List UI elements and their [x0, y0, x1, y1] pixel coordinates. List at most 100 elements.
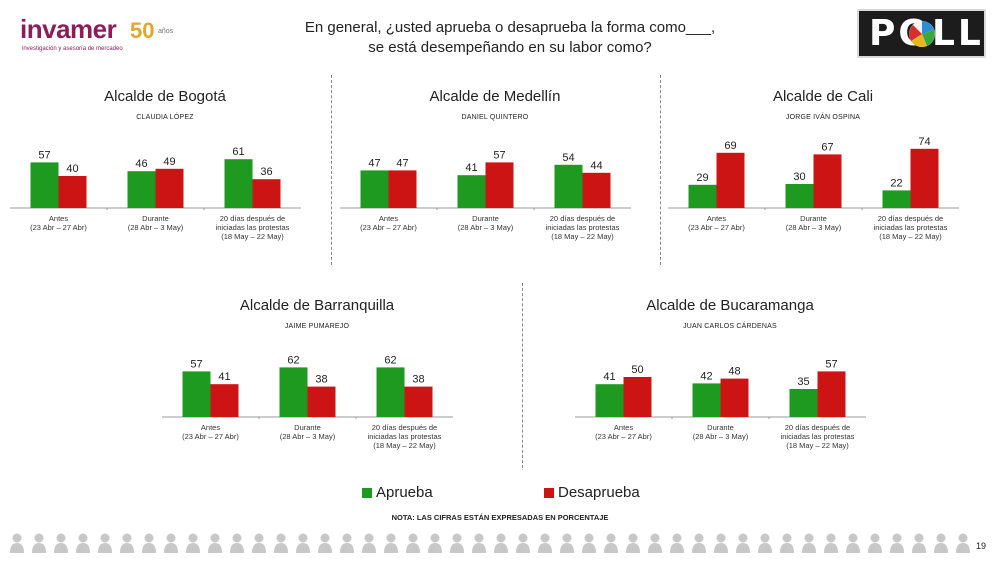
legend-swatch-aprueba	[362, 487, 372, 498]
chart-title: Alcalde de Bogotá	[104, 88, 226, 105]
bar-desaprueba	[404, 386, 433, 417]
category-label: 20 días después de iniciadas las protest…	[545, 214, 620, 241]
chart-panel-bogota: Alcalde de Bogotá CLAUDIA LÓPEZ 57 40 46 49…	[10, 88, 320, 258]
data-label: 41	[218, 371, 230, 383]
data-label: 67	[821, 141, 833, 153]
logo-anniversary-number: 50	[130, 18, 155, 43]
data-label: 62	[384, 354, 396, 366]
person-icon	[142, 533, 156, 553]
bar-aprueba	[376, 367, 405, 417]
person-icon	[560, 533, 574, 553]
bar-desaprueba	[388, 170, 417, 208]
bar-aprueba	[127, 171, 156, 208]
person-icon	[626, 533, 640, 553]
legend-item-desaprueba: Desaprueba	[544, 484, 640, 501]
bar-desaprueba	[307, 386, 336, 417]
data-label: 54	[562, 152, 574, 164]
data-label: 62	[287, 354, 299, 366]
bar-aprueba	[595, 384, 624, 417]
chart-subtitle: CLAUDIA LÓPEZ	[136, 114, 194, 121]
person-icon	[648, 533, 662, 553]
person-icon	[846, 533, 860, 553]
data-label: 29	[696, 172, 708, 184]
bar-aprueba	[182, 371, 211, 417]
chart-panel-barranquilla: Alcalde de Barranquilla JAIME PUMAREJO 5…	[162, 297, 472, 467]
data-label: 42	[700, 370, 712, 382]
bar-aprueba	[30, 162, 59, 208]
bar-aprueba	[457, 175, 486, 208]
person-icon	[912, 533, 926, 553]
legend-swatch-desaprueba	[544, 487, 554, 498]
invamer-logo: invamer 50 años investigación y asesoría…	[20, 14, 190, 54]
person-icon	[890, 533, 904, 553]
person-icon	[406, 533, 420, 553]
data-label: 35	[797, 376, 809, 388]
data-label: 50	[631, 364, 643, 376]
person-icon	[230, 533, 244, 553]
chart-title: Alcalde de Barranquilla	[239, 297, 395, 314]
bar-aprueba	[224, 159, 253, 208]
chart-subtitle: DANIEL QUINTERO	[461, 114, 529, 121]
question-line-2: se está desempeñando en su labor como?	[368, 39, 652, 56]
bar-desaprueba	[252, 179, 281, 208]
person-icon	[164, 533, 178, 553]
bar-chart: 41 50 42 48 35 57	[575, 358, 866, 419]
bar-aprueba	[785, 184, 814, 208]
person-icon	[516, 533, 530, 553]
poll-logo: POLL	[857, 9, 986, 58]
bar-desaprueba	[58, 176, 87, 208]
person-icon	[714, 533, 728, 553]
data-label: 48	[728, 366, 740, 378]
data-label: 47	[368, 157, 380, 169]
data-label: 22	[890, 177, 902, 189]
bar-chart: 57 40 46 49 61 36	[10, 146, 301, 210]
bar-desaprueba	[720, 378, 749, 417]
data-label: 38	[315, 374, 327, 386]
chart-panel-medellin: Alcalde de Medellín DANIEL QUINTERO 47 47…	[340, 88, 650, 258]
category-label: 20 días después de iniciadas las protest…	[780, 423, 855, 450]
people-icon-row	[10, 533, 970, 553]
data-label: 69	[724, 140, 736, 152]
data-label: 36	[260, 166, 272, 178]
bar-desaprueba	[817, 371, 846, 417]
data-label: 44	[590, 160, 602, 172]
person-icon	[98, 533, 112, 553]
data-label: 61	[232, 146, 244, 158]
person-icon	[670, 533, 684, 553]
bar-aprueba	[692, 383, 721, 417]
data-label: 41	[465, 162, 477, 174]
data-label: 40	[66, 163, 78, 175]
person-icon	[582, 533, 596, 553]
person-icon	[186, 533, 200, 553]
data-label: 30	[793, 171, 805, 183]
person-icon	[538, 533, 552, 553]
bar-desaprueba	[210, 384, 239, 417]
bar-aprueba	[882, 190, 911, 208]
person-icon	[758, 533, 772, 553]
person-icon	[692, 533, 706, 553]
chart-panel-bucaramanga: Alcalde de Bucaramanga JUAN CARLOS CÁRDE…	[575, 297, 885, 467]
person-icon	[318, 533, 332, 553]
person-icon	[868, 533, 882, 553]
data-label: 41	[603, 371, 615, 383]
chart-subtitle: JUAN CARLOS CÁRDENAS	[683, 323, 777, 330]
data-label: 49	[163, 156, 175, 168]
person-icon	[10, 533, 24, 553]
person-icon	[494, 533, 508, 553]
person-icon	[54, 533, 68, 553]
data-label: 57	[38, 149, 50, 161]
pie-icon	[909, 21, 935, 48]
person-icon	[428, 533, 442, 553]
legend-label-desaprueba: Desaprueba	[558, 484, 640, 501]
data-label: 74	[918, 136, 930, 148]
bar-aprueba	[789, 389, 818, 417]
person-icon	[736, 533, 750, 553]
logo-wordmark: invamer	[20, 14, 117, 44]
category-label: 20 días después de iniciadas las protest…	[215, 214, 290, 241]
person-icon	[296, 533, 310, 553]
bar-aprueba	[279, 367, 308, 417]
data-label: 38	[412, 374, 424, 386]
person-icon	[802, 533, 816, 553]
bar-chart: 47 47 41 57 54 44	[340, 149, 631, 210]
